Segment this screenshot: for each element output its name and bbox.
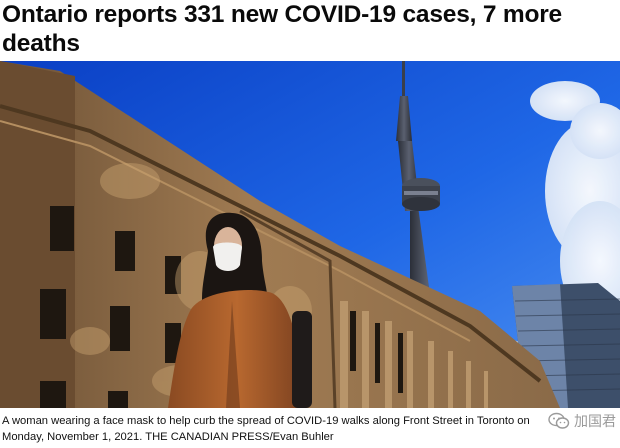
wechat-icon xyxy=(548,412,570,429)
woman-figure-shape xyxy=(168,212,312,408)
article-headline: Ontario reports 331 new COVID-19 cases, … xyxy=(2,1,562,57)
watermark: 加国君 xyxy=(544,410,618,432)
article-photo xyxy=(0,61,620,408)
photo-caption: A woman wearing a face mask to help curb… xyxy=(2,415,530,443)
watermark-text: 加国君 xyxy=(574,414,616,430)
